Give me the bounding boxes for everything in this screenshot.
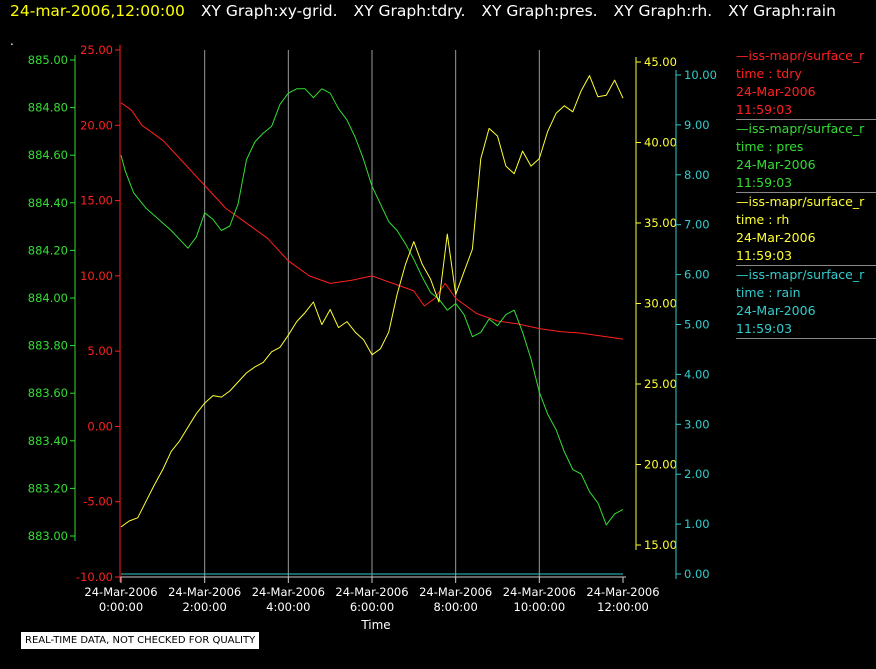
- y-tick-label-rh: 45.00: [644, 55, 677, 69]
- x-tick-label-time: 12:00:00: [597, 600, 649, 614]
- title-tdry: XY Graph:tdry.: [353, 2, 466, 20]
- series-line-rh: [120, 75, 624, 528]
- legend-entry-pres: —iss-mapr/surface_r time : pres 24-Mar-2…: [736, 120, 876, 193]
- title-pres: XY Graph:pres.: [481, 2, 598, 20]
- y-tick-label-rain: 8.00: [684, 168, 710, 182]
- x-tick-label-time: 4:00:00: [266, 600, 310, 614]
- x-tick-label-date: 24-Mar-2006: [168, 585, 241, 599]
- x-tick-label-time: 10:00:00: [514, 600, 566, 614]
- legend-field: time : rain: [736, 285, 801, 300]
- x-axis-label: Time: [360, 618, 390, 632]
- legend-time: 11:59:03: [736, 248, 793, 263]
- title-bar: 24-mar-2006,12:00:00 XY Graph:xy-grid. X…: [10, 2, 836, 20]
- legend-date: 24-Mar-2006: [736, 84, 816, 99]
- y-tick-label-rh: 40.00: [644, 136, 677, 150]
- y-tick-label-rain: 2.00: [684, 467, 710, 481]
- legend-entry-rain: —iss-mapr/surface_r time : rain 24-Mar-2…: [736, 266, 876, 339]
- legend-name: —iss-mapr/surface_r: [736, 121, 865, 136]
- y-tick-label-pres: 885.00: [28, 53, 68, 67]
- legend-time: 11:59:03: [736, 321, 793, 336]
- legend-time: 11:59:03: [736, 102, 793, 117]
- y-tick-label-tdry: -10.00: [76, 570, 113, 584]
- y-tick-label-rain: 0.00: [684, 567, 710, 581]
- y-tick-label-rh: 30.00: [644, 297, 677, 311]
- x-tick-label-date: 24-Mar-2006: [252, 585, 325, 599]
- legend-entry-tdry: —iss-mapr/surface_r time : tdry 24-Mar-2…: [736, 47, 876, 120]
- y-tick-label-tdry: 0.00: [87, 419, 113, 433]
- legend-field: time : pres: [736, 139, 804, 154]
- y-tick-label-tdry: 5.00: [87, 344, 113, 358]
- y-tick-label-pres: 883.60: [28, 386, 68, 400]
- legend-name: —iss-mapr/surface_r: [736, 194, 865, 209]
- x-tick-label-date: 24-Mar-2006: [335, 585, 408, 599]
- x-tick-label-date: 24-Mar-2006: [503, 585, 576, 599]
- series-line-pres: [120, 88, 624, 526]
- y-tick-label-rain: 1.00: [684, 517, 710, 531]
- y-tick-label-rain: 5.00: [684, 318, 710, 332]
- x-tick-label-time: 0:00:00: [99, 600, 143, 614]
- y-tick-label-tdry: 15.00: [80, 194, 113, 208]
- y-tick-label-pres: 883.20: [28, 481, 68, 495]
- y-tick-label-pres: 884.60: [28, 148, 68, 162]
- title-time: 24-mar-2006,12:00:00: [10, 2, 185, 20]
- y-tick-label-rh: 15.00: [644, 538, 677, 552]
- y-tick-label-rain: 6.00: [684, 268, 710, 282]
- y-tick-label-rain: 4.00: [684, 367, 710, 381]
- legend-date: 24-Mar-2006: [736, 303, 816, 318]
- x-tick-label-time: 2:00:00: [182, 600, 226, 614]
- y-tick-label-rain: 9.00: [684, 118, 710, 132]
- y-tick-label-pres: 884.00: [28, 291, 68, 305]
- y-tick-label-rh: 25.00: [644, 377, 677, 391]
- legend-entry-rh: —iss-mapr/surface_r time : rh 24-Mar-200…: [736, 193, 876, 266]
- y-tick-label-rain: 3.00: [684, 417, 710, 431]
- y-tick-label-rh: 20.00: [644, 458, 677, 472]
- y-tick-label-pres: 884.80: [28, 101, 68, 115]
- legend-name: —iss-mapr/surface_r: [736, 267, 865, 282]
- legend-name: —iss-mapr/surface_r: [736, 48, 865, 63]
- legend-field: time : rh: [736, 212, 790, 227]
- x-tick-label-time: 8:00:00: [433, 600, 477, 614]
- y-tick-label-rh: 35.00: [644, 216, 677, 230]
- legend-time: 11:59:03: [736, 175, 793, 190]
- x-tick-label-date: 24-Mar-2006: [419, 585, 492, 599]
- x-tick-label-date: 24-Mar-2006: [84, 585, 157, 599]
- y-tick-label-tdry: 10.00: [80, 269, 113, 283]
- title-rain: XY Graph:rain: [728, 2, 836, 20]
- y-tick-label-pres: 883.80: [28, 339, 68, 353]
- legend-date: 24-Mar-2006: [736, 230, 816, 245]
- legend-date: 24-Mar-2006: [736, 157, 816, 172]
- y-tick-label-pres: 883.40: [28, 434, 68, 448]
- y-tick-label-tdry: 20.00: [80, 118, 113, 132]
- y-tick-label-rain: 7.00: [684, 218, 710, 232]
- y-tick-label-rain: 10.00: [684, 68, 717, 82]
- y-tick-label-pres: 884.20: [28, 243, 68, 257]
- series-line-tdry: [120, 102, 624, 340]
- quality-notice: REAL-TIME DATA, NOT CHECKED FOR QUALITY: [20, 631, 261, 650]
- legend: —iss-mapr/surface_r time : tdry 24-Mar-2…: [736, 47, 876, 339]
- y-tick-label-tdry: -5.00: [83, 495, 113, 509]
- y-tick-label-pres: 884.40: [28, 196, 68, 210]
- title-xy-grid: XY Graph:xy-grid.: [200, 2, 338, 20]
- y-tick-label-pres: 883.00: [28, 529, 68, 543]
- title-rh: XY Graph:rh.: [613, 2, 713, 20]
- marker-dot: .: [10, 34, 14, 48]
- legend-field: time : tdry: [736, 66, 802, 81]
- x-tick-label-time: 6:00:00: [350, 600, 394, 614]
- x-tick-label-date: 24-Mar-2006: [586, 585, 659, 599]
- y-tick-label-tdry: 25.00: [80, 43, 113, 57]
